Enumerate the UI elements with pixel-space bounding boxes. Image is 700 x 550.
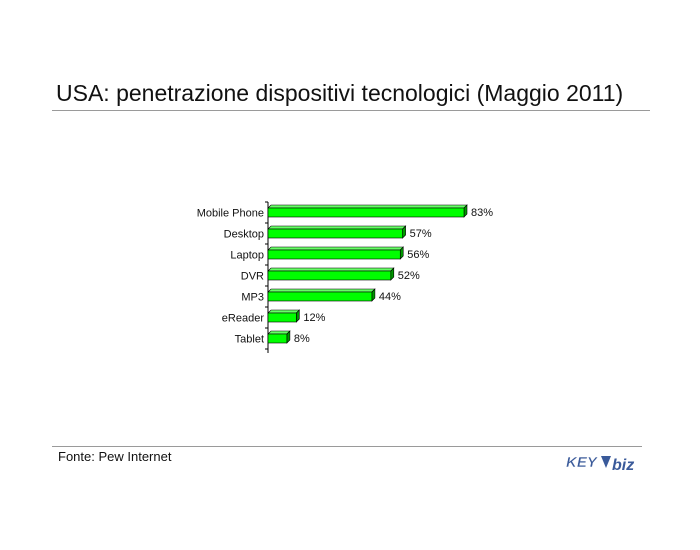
bar <box>267 330 291 344</box>
bars <box>267 204 468 344</box>
data-label: 57% <box>410 228 432 240</box>
category-label: DVR <box>241 271 264 283</box>
category-label: Desktop <box>224 229 264 241</box>
axis-ticks <box>265 201 268 350</box>
bar-top-face <box>267 330 291 335</box>
bar-top-face <box>267 204 468 209</box>
bar <box>267 246 404 260</box>
category-label: MP3 <box>241 292 264 304</box>
bar <box>267 225 407 239</box>
footer-divider <box>52 446 642 447</box>
category-label: Tablet <box>235 334 264 346</box>
data-label: 56% <box>407 249 429 261</box>
source-note: Fonte: Pew Internet <box>58 449 172 464</box>
category-label: Mobile Phone <box>197 208 264 220</box>
bar <box>267 288 376 302</box>
bar-top-face <box>267 267 395 272</box>
data-label: 83% <box>471 207 493 219</box>
bar <box>267 267 395 281</box>
bar-front-face <box>267 291 373 302</box>
data-labels: 83% 57% 56% 52% 44% 12% 8% <box>294 207 493 345</box>
logo-biz-text: biz <box>612 457 634 474</box>
logo-key-text: KEY <box>566 454 599 471</box>
bar-top-face <box>267 225 407 230</box>
bar-front-face <box>267 207 465 218</box>
data-label: 8% <box>294 333 310 345</box>
bar-front-face <box>267 228 403 239</box>
bar-top-face <box>267 246 404 251</box>
logo-four-mark <box>601 456 611 468</box>
category-label: Laptop <box>230 250 264 262</box>
bar <box>267 204 468 218</box>
bar-front-face <box>267 270 392 281</box>
bar-front-face <box>267 249 401 260</box>
bar-front-face <box>267 312 297 323</box>
bar-top-face <box>267 309 301 314</box>
data-label: 12% <box>303 312 325 324</box>
bar-front-face <box>267 333 288 344</box>
category-labels: Mobile Phone Desktop Laptop DVR MP3 eReader Ta… <box>197 208 265 346</box>
key4biz-logo: KEY biz <box>566 454 634 474</box>
data-label: 52% <box>398 270 420 282</box>
category-label: eReader <box>222 313 265 325</box>
page-title: USA: penetrazione dispositivi tecnologic… <box>56 80 624 106</box>
bar <box>267 309 301 323</box>
data-label: 44% <box>379 291 401 303</box>
bar-top-face <box>267 288 376 293</box>
title-divider <box>52 110 650 111</box>
